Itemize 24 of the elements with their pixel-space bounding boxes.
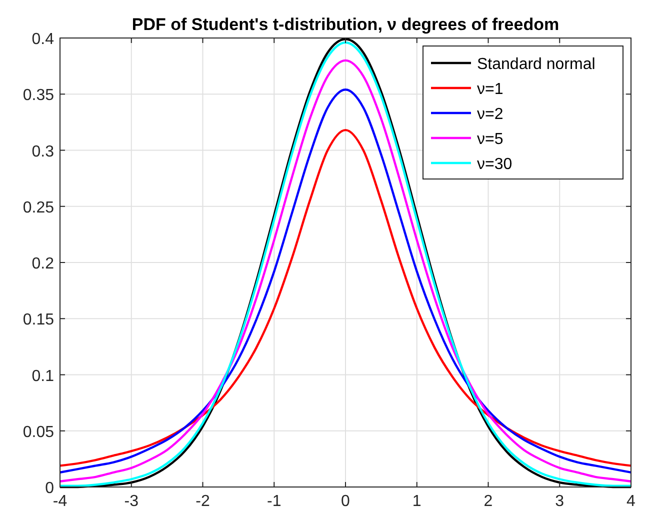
x-tick-label: 2 <box>484 493 493 510</box>
x-tick-label: 1 <box>412 493 422 510</box>
legend-label: Standard normal <box>477 56 596 73</box>
x-tick-label: 3 <box>555 493 564 510</box>
x-tick-label: -4 <box>52 493 68 510</box>
x-tick-label: -2 <box>196 493 210 510</box>
y-tick-label: 0.35 <box>22 87 54 104</box>
y-tick-label: 0 <box>45 480 54 497</box>
x-tick-label: 4 <box>626 493 636 510</box>
y-tick-label: 0.3 <box>32 143 54 160</box>
y-tick-label: 0.2 <box>32 256 54 272</box>
chart-title: PDF of Student's t-distribution, ν degrees of freedom <box>132 15 560 34</box>
legend-label: ν=2 <box>477 106 504 123</box>
x-tick-label: -3 <box>124 493 139 510</box>
y-tick-label: 0.15 <box>22 312 54 329</box>
legend-label: ν=30 <box>477 156 512 173</box>
y-tick-label: 0.25 <box>22 199 54 216</box>
legend-label: ν=5 <box>477 131 504 148</box>
x-tick-label: 0 <box>341 493 350 510</box>
y-tick-label: 0.05 <box>22 424 54 441</box>
y-tick-label: 0.1 <box>32 368 54 385</box>
legend-label: ν=1 <box>477 81 504 98</box>
y-tick-label: 0.4 <box>32 31 54 48</box>
x-tick-label: -1 <box>267 493 282 510</box>
